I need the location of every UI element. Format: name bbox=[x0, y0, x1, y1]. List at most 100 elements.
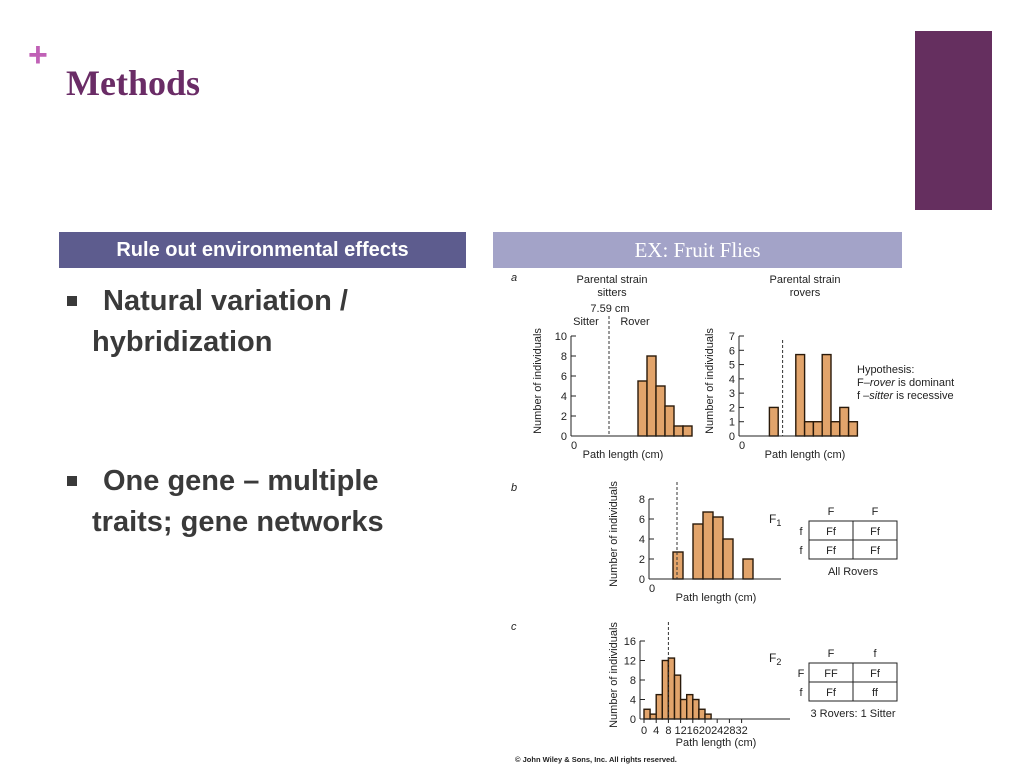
y-tick-label: 6 bbox=[561, 371, 567, 383]
panel-letter-b: b bbox=[511, 482, 517, 494]
a-left-title-2: sitters bbox=[597, 287, 627, 299]
histogram-bar bbox=[712, 516, 724, 580]
y-tick-label: 4 bbox=[639, 534, 645, 546]
y-tick-label: 0 bbox=[639, 574, 645, 586]
panel-letter-c: c bbox=[511, 621, 517, 633]
right-column-header: EX: Fruit Flies bbox=[493, 232, 902, 268]
chart-f1: 0 2 4 6 8 0 Path length (cm) Number of individu… bbox=[608, 481, 781, 604]
histogram-bar bbox=[667, 657, 676, 720]
f2-label: F2 bbox=[769, 651, 781, 667]
histogram-bar bbox=[692, 698, 700, 720]
y-axis-label: Number of individuals bbox=[532, 328, 544, 434]
y-tick-label: 0 bbox=[561, 431, 567, 443]
y-axis-label: Number of individuals bbox=[608, 481, 620, 587]
hypothesis-dominant: F–rover is dominant bbox=[857, 377, 954, 389]
left-column-header: Rule out environmental effects bbox=[59, 232, 466, 268]
histogram-bar bbox=[673, 674, 682, 720]
a-right-title-1: Parental strain bbox=[770, 274, 841, 286]
histogram-bar bbox=[830, 421, 841, 437]
histogram-bar bbox=[664, 405, 675, 437]
hypothesis-heading: Hypothesis: bbox=[857, 364, 914, 376]
bullet-square-icon bbox=[67, 296, 77, 306]
punnett-caption: All Rovers bbox=[828, 566, 879, 578]
x-axis-label: Path length (cm) bbox=[676, 592, 757, 604]
histogram-bar bbox=[646, 355, 657, 437]
x-tick-label: 12 bbox=[674, 725, 686, 737]
accent-bar bbox=[915, 31, 992, 210]
y-tick-label: 0 bbox=[630, 714, 636, 726]
histogram-bar bbox=[704, 713, 712, 720]
punnett-cell: Ff bbox=[826, 545, 837, 557]
x-tick-label: 4 bbox=[653, 725, 659, 737]
y-tick-label: 4 bbox=[561, 391, 567, 403]
y-tick-label: 8 bbox=[639, 494, 645, 506]
hypothesis-recessive: f –sitter is recessive bbox=[857, 390, 954, 402]
chart-parental-sitters: 0 2 4 6 8 10 0 Path length (cm) Number of indivi… bbox=[532, 316, 693, 461]
y-tick-label: 2 bbox=[561, 411, 567, 423]
a-left-title-1: Parental strain bbox=[577, 274, 648, 286]
bullet-square-icon bbox=[67, 476, 77, 486]
histogram-bar bbox=[768, 406, 779, 437]
histogram-bar bbox=[679, 698, 688, 720]
bullet-natural-variation: Natural variation / hybridization bbox=[67, 281, 437, 363]
histogram-bar bbox=[795, 353, 806, 437]
plus-mark: + bbox=[28, 36, 48, 74]
x-axis-label: Path length (cm) bbox=[583, 449, 664, 461]
punnett-row-header: f bbox=[799, 687, 803, 699]
copyright: © John Wiley & Sons, Inc. All rights res… bbox=[515, 755, 677, 764]
punnett-col-header: f bbox=[873, 648, 877, 660]
y-tick-label: 8 bbox=[630, 675, 636, 687]
a-left-mean-label: 7.59 cm bbox=[590, 303, 629, 315]
y-tick-label: 10 bbox=[555, 331, 567, 343]
histogram-bar bbox=[847, 421, 859, 437]
punnett-col-header: F bbox=[828, 506, 835, 518]
a-left-sitter-label: Sitter bbox=[573, 316, 599, 328]
slide-title: Methods bbox=[66, 63, 200, 103]
x-tick-label: 16 bbox=[687, 725, 699, 737]
y-tick-label: 7 bbox=[729, 331, 735, 343]
histogram-bar bbox=[692, 523, 704, 580]
x-tick-label: 0 bbox=[641, 725, 647, 737]
histogram-bar bbox=[661, 659, 670, 720]
panel-letter-a: a bbox=[511, 272, 517, 284]
histogram-bar bbox=[803, 421, 815, 437]
histogram-bar bbox=[685, 693, 694, 720]
bullet-line: traits; gene networks bbox=[92, 506, 384, 538]
punnett-cell: ff bbox=[872, 687, 879, 699]
x-axis-label: Path length (cm) bbox=[676, 737, 757, 749]
punnett-cell: Ff bbox=[870, 526, 881, 538]
y-tick-label: 16 bbox=[624, 636, 636, 648]
histogram-bar bbox=[643, 708, 651, 720]
x-tick-label: 0 bbox=[649, 583, 655, 595]
x-tick-label: 32 bbox=[735, 725, 747, 737]
y-tick-label: 6 bbox=[639, 514, 645, 526]
punnett-caption: 3 Rovers: 1 Sitter bbox=[811, 708, 896, 720]
fruit-fly-figure: a b c Parental strain sitters 7.59 cm Si… bbox=[511, 272, 954, 764]
bullet-line: One gene – multiple bbox=[103, 465, 379, 497]
histogram-bar bbox=[655, 385, 666, 437]
punnett-row-header: F bbox=[798, 668, 805, 680]
punnett-row-header: f bbox=[799, 545, 803, 557]
y-tick-label: 5 bbox=[729, 360, 735, 372]
y-tick-label: 2 bbox=[639, 554, 645, 566]
punnett-cell: Ff bbox=[826, 687, 837, 699]
x-tick-label: 28 bbox=[723, 725, 735, 737]
y-tick-label: 8 bbox=[561, 351, 567, 363]
y-tick-label: 12 bbox=[624, 656, 636, 668]
f1-label: F1 bbox=[769, 512, 781, 528]
y-tick-label: 2 bbox=[729, 402, 735, 414]
x-tick-label: 0 bbox=[571, 440, 577, 452]
y-tick-label: 4 bbox=[630, 695, 636, 707]
punnett-row-header: f bbox=[799, 526, 803, 538]
y-tick-label: 1 bbox=[729, 417, 735, 429]
y-axis-label: Number of individuals bbox=[608, 622, 620, 728]
histogram-bar bbox=[655, 693, 663, 720]
histogram-bar bbox=[812, 421, 823, 437]
punnett-cell: Ff bbox=[870, 545, 881, 557]
bullet-line: Natural variation / bbox=[103, 285, 348, 317]
punnett-col-header: F bbox=[828, 648, 835, 660]
histogram-bar bbox=[742, 558, 754, 580]
